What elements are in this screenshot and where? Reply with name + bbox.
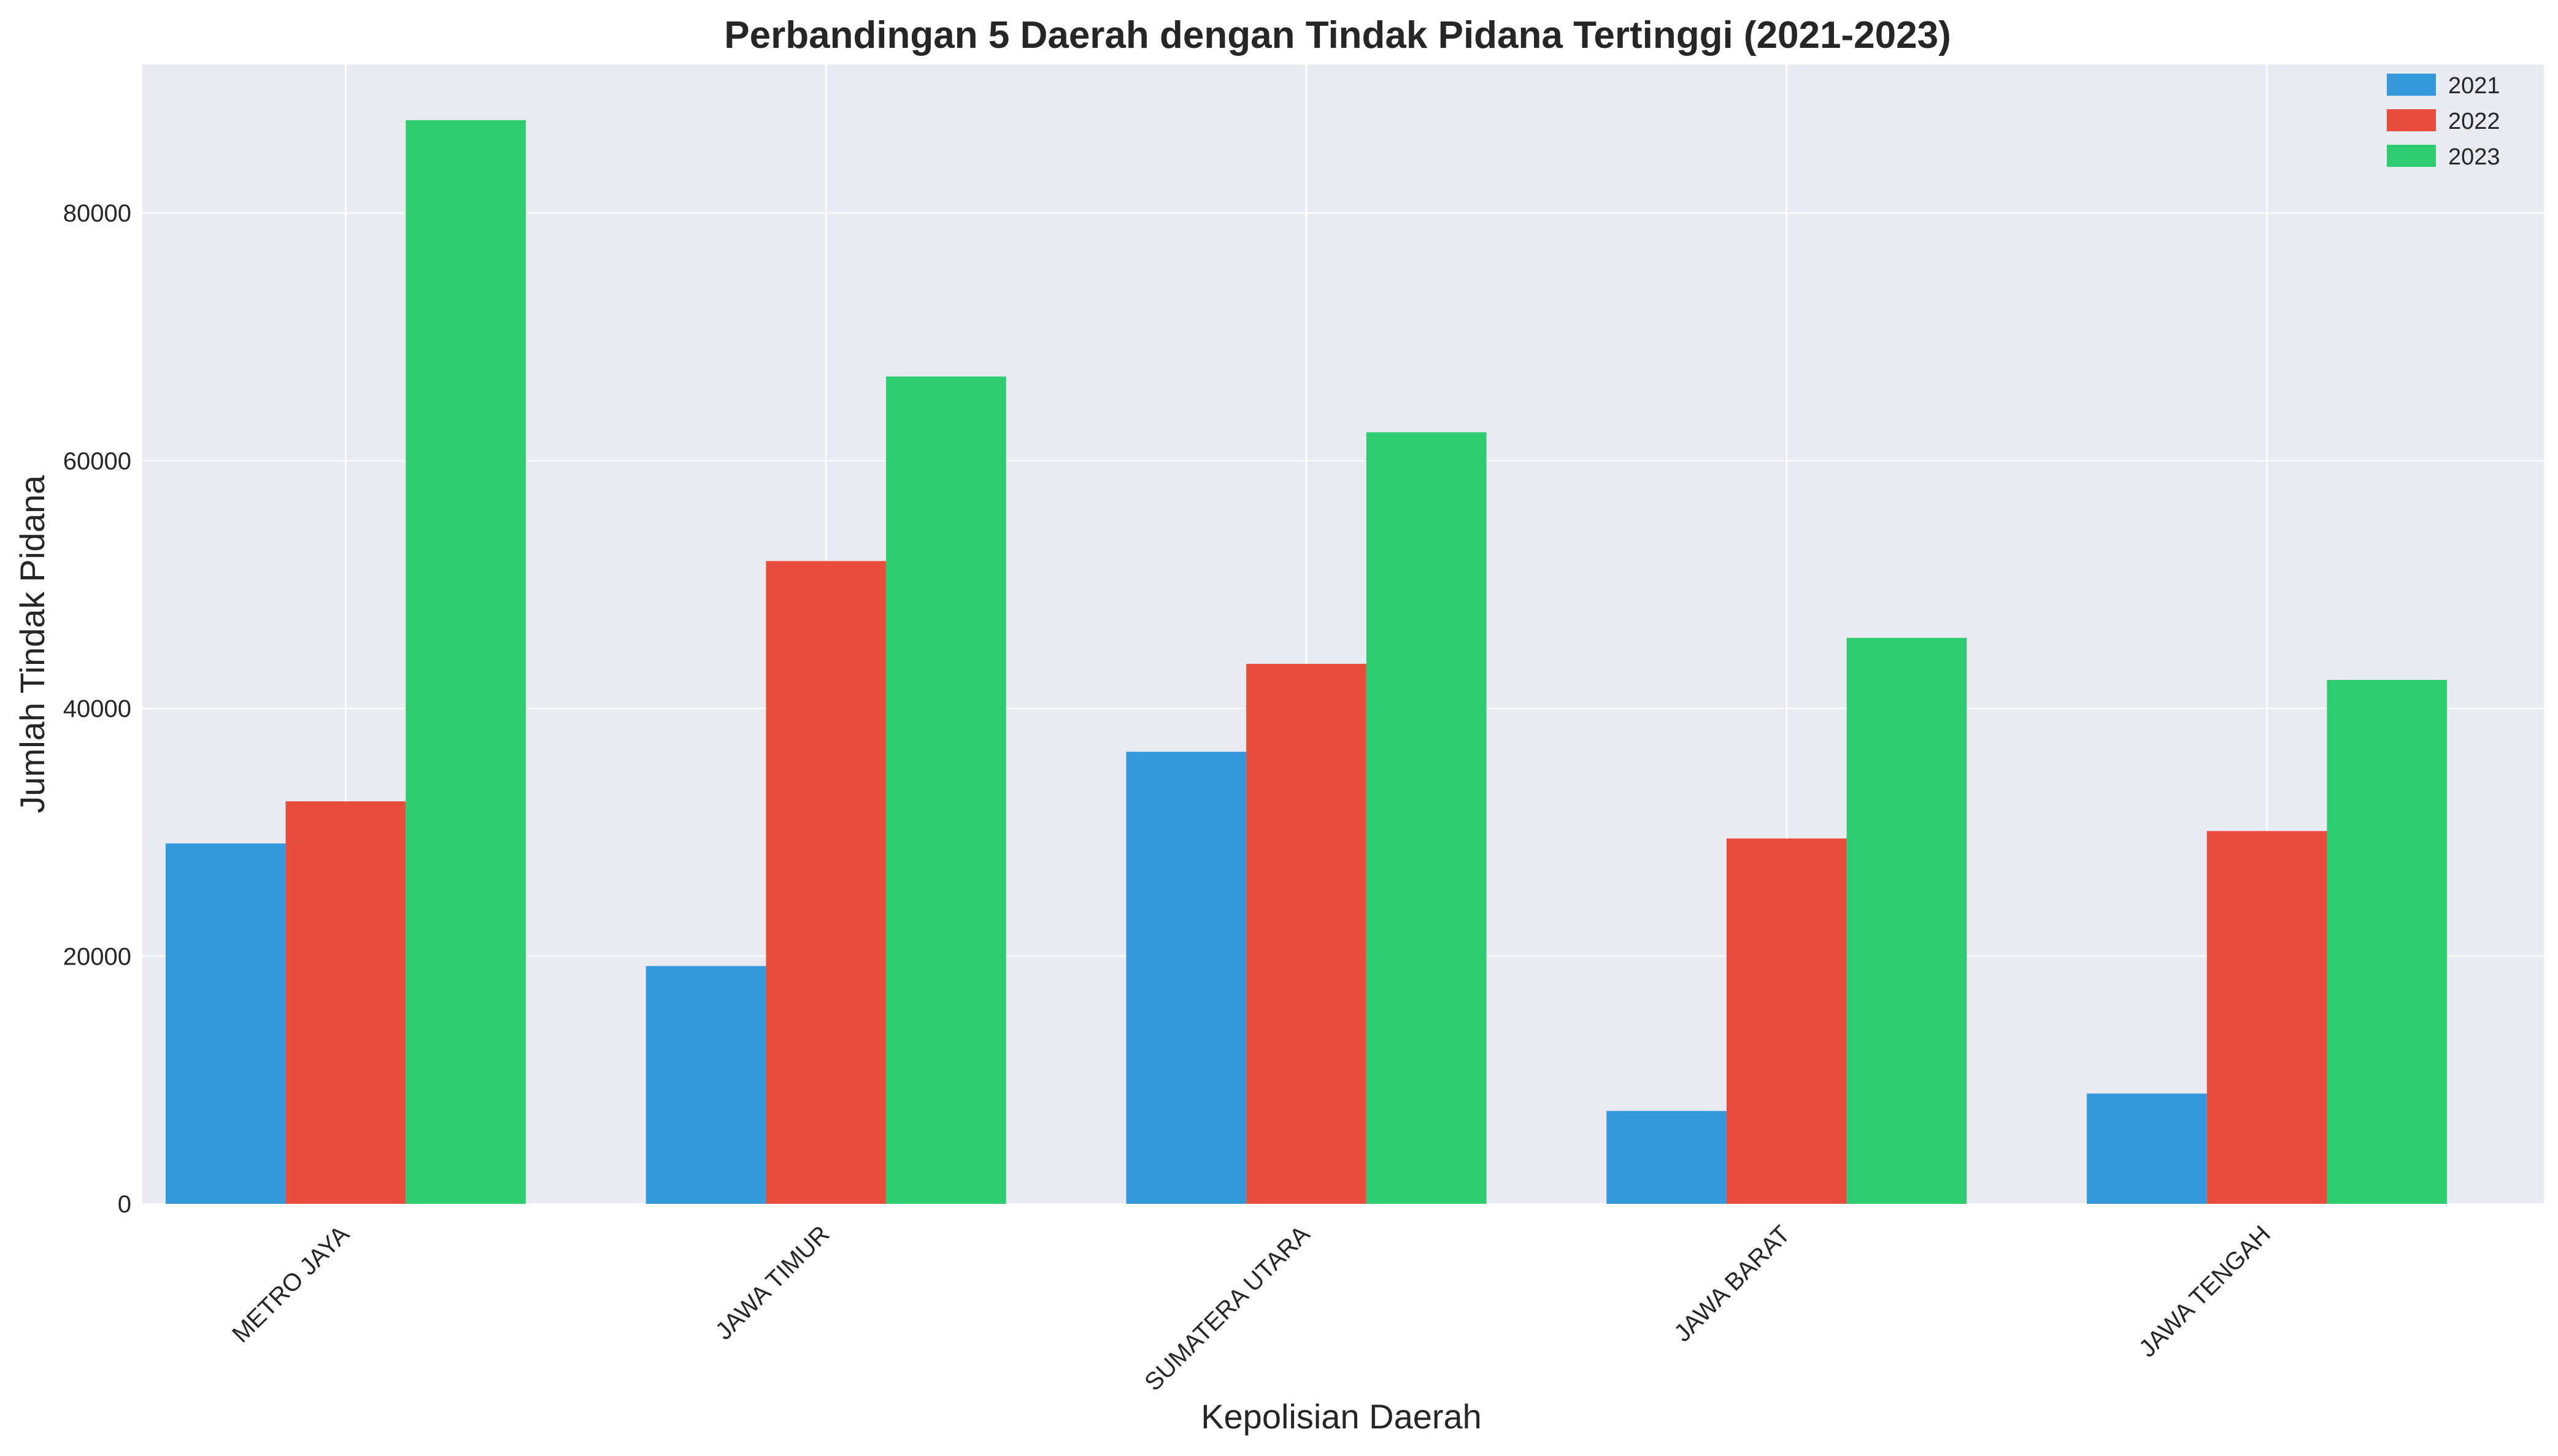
legend-label-2022: 2022 bbox=[2448, 109, 2500, 134]
legend-swatch-2021 bbox=[2387, 74, 2436, 96]
bar-2021-jawa-barat bbox=[1606, 1111, 1727, 1204]
legend-label-2021: 2021 bbox=[2448, 73, 2500, 99]
legend-swatch-2023 bbox=[2387, 145, 2436, 167]
legend-label-2023: 2023 bbox=[2448, 144, 2500, 170]
bar-2021-metro-jaya bbox=[165, 843, 286, 1204]
bar-2021-sumatera-utara bbox=[1126, 752, 1247, 1204]
x-tick-label: JAWA BARAT bbox=[1669, 1220, 1795, 1347]
y-tick-label: 0 bbox=[118, 1191, 131, 1218]
legend: 2021 2022 2023 bbox=[2387, 73, 2500, 170]
y-tick-label: 20000 bbox=[63, 943, 131, 970]
bar-2023-sumatera-utara bbox=[1366, 432, 1487, 1204]
bar-2022-sumatera-utara bbox=[1246, 663, 1366, 1204]
chart-title: Perbandingan 5 Daerah dengan Tindak Pida… bbox=[724, 14, 1951, 56]
y-axis-label: Jumlah Tindak Pidana bbox=[13, 475, 52, 814]
bar-2022-metro-jaya bbox=[285, 801, 406, 1204]
bar-2023-jawa-barat bbox=[1846, 637, 1967, 1204]
x-tick-label: SUMATERA UTARA bbox=[1139, 1220, 1315, 1396]
bar-2022-jawa-barat bbox=[1726, 838, 1847, 1204]
x-tick-label: JAWA TENGAH bbox=[2134, 1220, 2276, 1362]
bar-2021-jawa-timur bbox=[645, 966, 766, 1204]
legend-swatch-2022 bbox=[2387, 109, 2436, 131]
bar-2023-metro-jaya bbox=[406, 120, 526, 1204]
y-tick-label: 60000 bbox=[63, 448, 131, 475]
y-tick-label: 80000 bbox=[63, 200, 131, 227]
x-tick-label: METRO JAYA bbox=[227, 1220, 355, 1348]
y-tick-label: 40000 bbox=[63, 696, 131, 723]
bar-2023-jawa-timur bbox=[886, 376, 1006, 1204]
bar-2023-jawa-tengah bbox=[2327, 680, 2448, 1204]
bar-2021-jawa-tengah bbox=[2087, 1093, 2207, 1204]
bar-2022-jawa-timur bbox=[766, 561, 887, 1204]
x-tick-label: JAWA TIMUR bbox=[711, 1220, 835, 1345]
bar-2022-jawa-tengah bbox=[2206, 831, 2327, 1204]
x-axis-label: Kepolisian Daerah bbox=[1201, 1397, 1482, 1436]
